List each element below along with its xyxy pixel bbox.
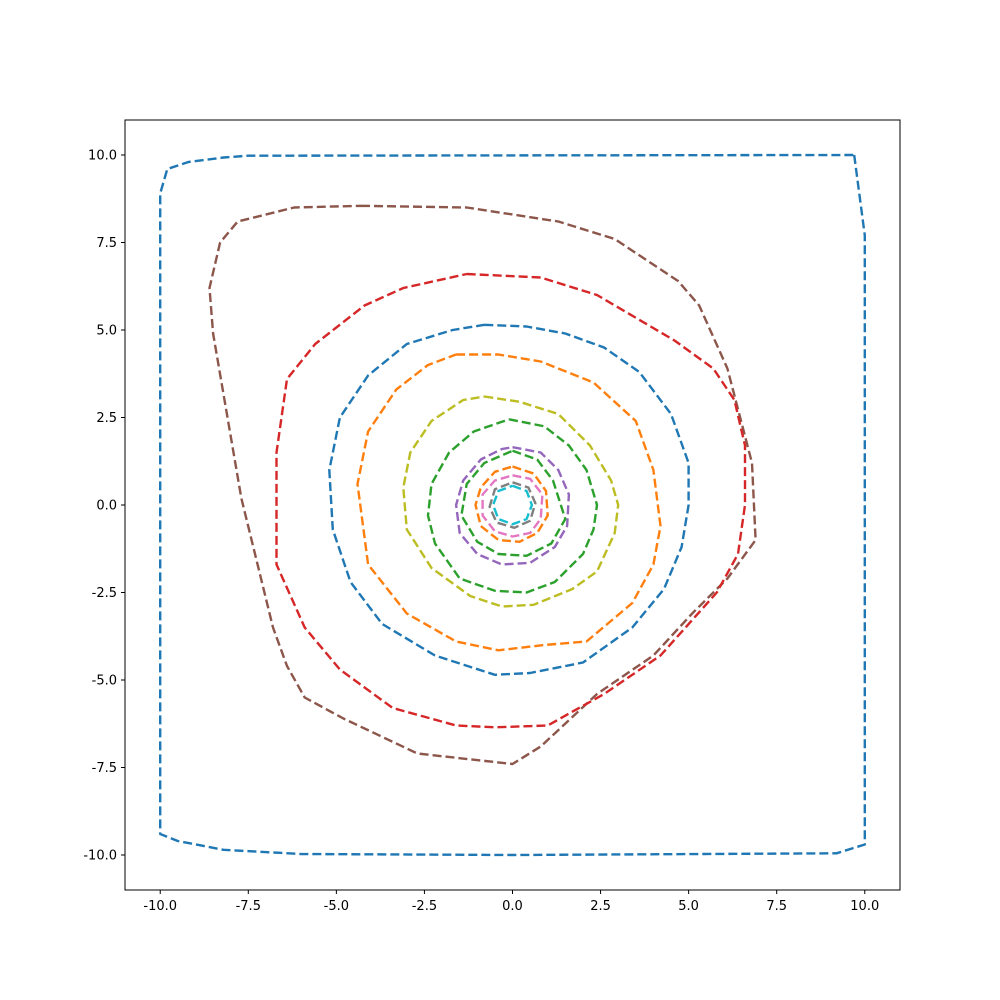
x-tick-label: 2.5 xyxy=(590,899,611,914)
contour-lines xyxy=(159,153,866,857)
contour-line-9 xyxy=(460,449,567,557)
contour-line-13 xyxy=(491,484,534,526)
contour-line-5 xyxy=(356,353,662,652)
x-tick-label: -2.5 xyxy=(412,899,437,914)
y-tick-label: 7.5 xyxy=(96,236,117,251)
contour-line-12 xyxy=(488,481,537,529)
x-tick-label: -10.0 xyxy=(143,899,177,914)
y-tick-label: -10.0 xyxy=(83,849,117,864)
x-axis: -10.0 -7.5 -5.0 -2.5 0.0 2.5 5.0 7.5 10.0 xyxy=(143,890,879,914)
contour-line-8 xyxy=(454,446,571,566)
y-axis: -10.0 -7.5 -5.0 -2.5 0.0 2.5 5.0 7.5 10.0 xyxy=(83,149,125,864)
contour-line-2 xyxy=(208,204,757,766)
x-tick-label: -5.0 xyxy=(324,899,349,914)
y-tick-label: -2.5 xyxy=(92,586,117,601)
x-tick-label: -7.5 xyxy=(236,899,261,914)
y-tick-label: 2.5 xyxy=(96,411,117,426)
contour-line-6 xyxy=(402,395,620,608)
y-tick-label: -7.5 xyxy=(92,761,117,776)
y-tick-label: -5.0 xyxy=(92,674,117,689)
contour-line-11 xyxy=(481,474,544,538)
contour-line-7 xyxy=(426,418,599,594)
y-tick-label: 0.0 xyxy=(96,499,117,514)
contour-line-1 xyxy=(159,153,866,857)
contour-line-10 xyxy=(474,465,549,543)
x-tick-label: 7.5 xyxy=(766,899,787,914)
contour-line-3 xyxy=(275,272,747,729)
y-tick-label: 5.0 xyxy=(96,324,117,339)
y-tick-label: 10.0 xyxy=(88,149,117,164)
plot-area-frame xyxy=(124,119,901,891)
x-tick-label: 5.0 xyxy=(678,899,699,914)
contour-line-4 xyxy=(328,323,690,676)
x-tick-label: 10.0 xyxy=(850,899,879,914)
x-tick-label: 0.0 xyxy=(502,899,523,914)
